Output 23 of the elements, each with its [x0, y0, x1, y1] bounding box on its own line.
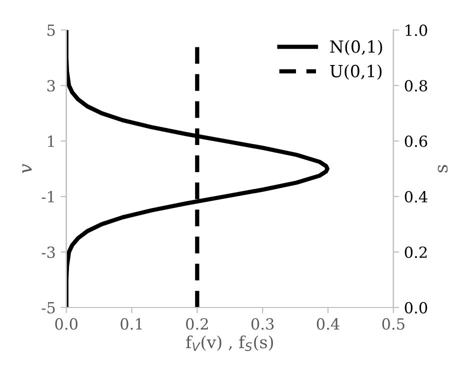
x-tick-label: 0.0	[55, 318, 78, 330]
y2-tick-label: 0.6	[404, 135, 428, 148]
y2-tick-label: 0.2	[404, 246, 427, 258]
x-axis-title: f$_{V}$(v) , f$_{S}$(s)	[186, 335, 273, 352]
y2-tick-label: 0.8	[404, 80, 428, 92]
y-tick-label: -3	[42, 246, 55, 258]
legend-label: U(0,1)	[330, 64, 382, 80]
y2-tick-label: 0.0	[404, 302, 428, 314]
y2-tick-label: 1.0	[406, 24, 428, 36]
y-tick-label: -1	[42, 190, 54, 202]
legend-label: N(0,1)	[330, 40, 382, 56]
y-tick-label: -5	[42, 302, 55, 314]
x-tick-label: 0.5	[382, 318, 404, 330]
y2-tick-label: 0.4	[404, 190, 428, 203]
y2-axis-title: s	[438, 165, 448, 172]
y-tick-label: 5	[48, 24, 55, 36]
x-tick-label: 0.3	[251, 318, 274, 330]
x-tick-label: 0.1	[120, 318, 142, 330]
x-tick-label: 0.2	[186, 318, 208, 330]
y-tick-label: 3	[47, 80, 55, 92]
y-axis-title: v	[22, 164, 32, 174]
x-tick-label: 0.4	[316, 318, 340, 330]
y-tick-label: 1	[48, 135, 54, 147]
